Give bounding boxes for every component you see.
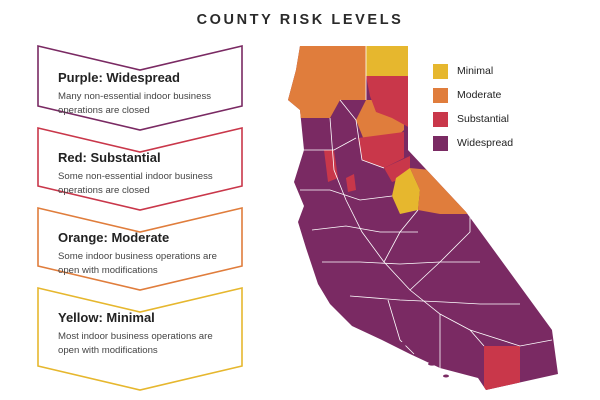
tier-name: Yellow: Minimal [58,310,155,325]
tier-description: Some non-essential indoor business opera… [58,171,213,196]
county-substantial [324,150,338,182]
legend-item-substantial: Substantial [433,112,563,127]
legend-swatch [433,88,448,103]
legend-label: Widespread [457,137,514,149]
tier-description: Many non-essential indoor business opera… [58,91,212,116]
legend-swatch [433,112,448,127]
county-substantial [484,346,520,390]
tier-description: Some indoor business operations are open… [58,251,217,276]
county-substantial [358,132,404,168]
tier-purple: Purple: Widespread Many non-essential in… [58,70,228,118]
legend-label: Minimal [457,65,494,77]
chevron-orange [37,206,243,291]
legend-item-widespread: Widespread [433,136,563,151]
tier-description: Most indoor business operations are open… [58,331,213,356]
island [396,342,408,346]
chevron-red [37,126,243,211]
tier-name: Red: Substantial [58,150,161,165]
chevron-yellow [37,286,243,391]
legend-swatch [433,136,448,151]
island [443,374,449,378]
legend-item-moderate: Moderate [433,88,563,103]
island [412,346,420,350]
county-boundaries [300,46,553,368]
tier-yellow: Yellow: Minimal Most indoor business ope… [58,310,228,358]
legend-label: Substantial [457,113,509,125]
county-substantial [346,174,356,192]
legend-label: Moderate [457,89,502,101]
county-minimal [392,168,420,214]
chevron-purple [37,44,243,131]
tier-red: Red: Substantial Some non-essential indo… [58,150,228,198]
channel-islands [396,342,449,378]
tier-name: Purple: Widespread [58,70,180,85]
county-substantial [366,76,410,128]
tier-name: Orange: Moderate [58,230,170,245]
county-moderate [410,168,470,214]
legend-swatch [433,64,448,79]
island [428,362,436,366]
legend-item-minimal: Minimal [433,64,563,79]
county-moderate [288,46,366,118]
tier-orange: Orange: Moderate Some indoor business op… [58,230,228,278]
county-minimal [366,46,410,76]
page-title: COUNTY RISK LEVELS [196,12,404,28]
